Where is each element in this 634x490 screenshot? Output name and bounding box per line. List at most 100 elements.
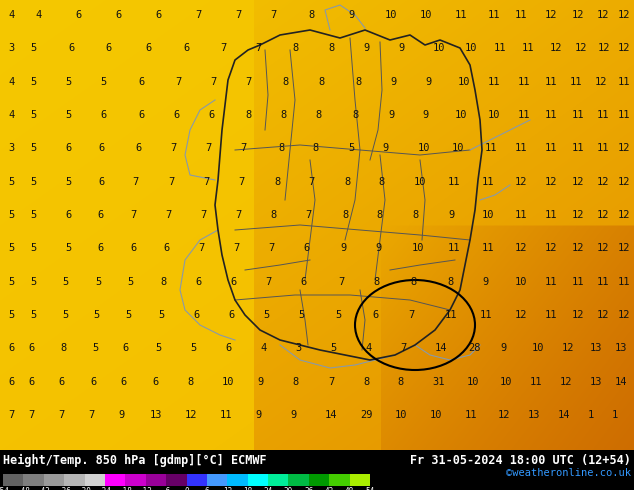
Text: 7: 7 [132,177,138,187]
Text: 6: 6 [68,43,74,53]
Text: 4: 4 [35,10,41,20]
Text: 8: 8 [412,210,418,220]
Text: 7: 7 [268,243,275,253]
Bar [227,474,248,486]
Text: 11: 11 [570,77,583,87]
Text: 11: 11 [465,410,477,420]
Text: 7: 7 [175,77,181,87]
Text: 6: 6 [230,277,236,287]
Text: 6: 6 [205,487,209,490]
Text: 8: 8 [397,377,403,387]
Text: 9: 9 [340,243,346,253]
Text: 7: 7 [130,210,136,220]
Text: 4: 4 [8,10,14,20]
Bar [186,474,207,486]
Text: 7: 7 [195,10,201,20]
Text: 12: 12 [572,210,585,220]
Text: 6: 6 [65,210,71,220]
Text: 3: 3 [295,343,301,353]
Text: 11: 11 [618,277,630,287]
Bar [3,474,23,486]
Text: 12: 12 [572,310,585,320]
Text: 11: 11 [545,143,557,153]
Text: 8: 8 [363,377,369,387]
Text: 4: 4 [260,343,266,353]
Text: 8: 8 [312,143,318,153]
Text: 8: 8 [342,210,348,220]
Text: 5: 5 [330,343,336,353]
Text: 8: 8 [373,277,379,287]
Text: 6: 6 [100,110,107,120]
Text: 24: 24 [264,487,273,490]
Text: 54: 54 [365,487,375,490]
Text: 8: 8 [282,77,288,87]
Text: 7: 7 [168,177,174,187]
Text: 8: 8 [292,43,298,53]
Text: 7: 7 [338,277,344,287]
Text: 11: 11 [618,77,630,87]
Text: Height/Temp. 850 hPa [gdmp][°C] ECMWF: Height/Temp. 850 hPa [gdmp][°C] ECMWF [3,454,267,467]
Text: 5: 5 [8,243,14,253]
Text: 6: 6 [208,110,214,120]
Text: 13: 13 [590,377,602,387]
Text: 10: 10 [414,177,427,187]
Text: 6: 6 [97,210,103,220]
Text: 9: 9 [363,43,369,53]
Text: 4: 4 [365,343,372,353]
Text: 7: 7 [203,177,209,187]
Text: 6: 6 [183,43,190,53]
Text: 9: 9 [290,410,296,420]
Text: 6: 6 [152,377,158,387]
Text: 11: 11 [572,277,585,287]
Text: 11: 11 [545,77,557,87]
Text: 14: 14 [615,377,628,387]
Text: 6: 6 [138,77,145,87]
Text: 6: 6 [300,277,306,287]
Text: 11: 11 [515,210,527,220]
Text: 6: 6 [225,343,231,353]
Text: 8: 8 [315,110,321,120]
Text: 7: 7 [170,143,176,153]
Text: 5: 5 [158,310,164,320]
Text: 6: 6 [8,343,14,353]
Text: 8: 8 [280,110,286,120]
Text: 11: 11 [488,77,500,87]
Text: 5: 5 [155,343,161,353]
Text: 12: 12 [515,310,527,320]
Text: 7: 7 [210,77,216,87]
Text: 6: 6 [122,343,128,353]
Text: 7: 7 [305,210,311,220]
Text: 5: 5 [335,310,341,320]
Text: 11: 11 [545,210,557,220]
Text: 11: 11 [482,243,495,253]
Text: 12: 12 [618,243,630,253]
Text: 5: 5 [30,177,36,187]
Text: 7: 7 [400,343,406,353]
Text: 12: 12 [223,487,232,490]
Text: 8: 8 [355,77,361,87]
Text: 12: 12 [575,43,588,53]
Text: 10: 10 [458,77,470,87]
Text: 10: 10 [412,243,425,253]
Text: 12: 12 [597,243,609,253]
Bar [44,474,64,486]
Text: 5: 5 [65,243,71,253]
Text: 5: 5 [30,143,36,153]
Text: 12: 12 [545,243,557,253]
Text: 12: 12 [597,10,609,20]
Text: 5: 5 [30,310,36,320]
Text: 12: 12 [595,77,607,87]
Text: 7: 7 [328,377,334,387]
Text: 12: 12 [545,10,557,20]
Text: 13: 13 [590,343,602,353]
Bar [268,474,288,486]
Text: 11: 11 [485,143,498,153]
Text: 12: 12 [618,143,630,153]
Text: 10: 10 [515,277,527,287]
Text: 10: 10 [430,410,443,420]
Text: 11: 11 [482,177,495,187]
Text: 6: 6 [75,10,81,20]
Text: 10: 10 [532,343,545,353]
Text: 12: 12 [185,410,198,420]
Text: 7: 7 [165,210,171,220]
